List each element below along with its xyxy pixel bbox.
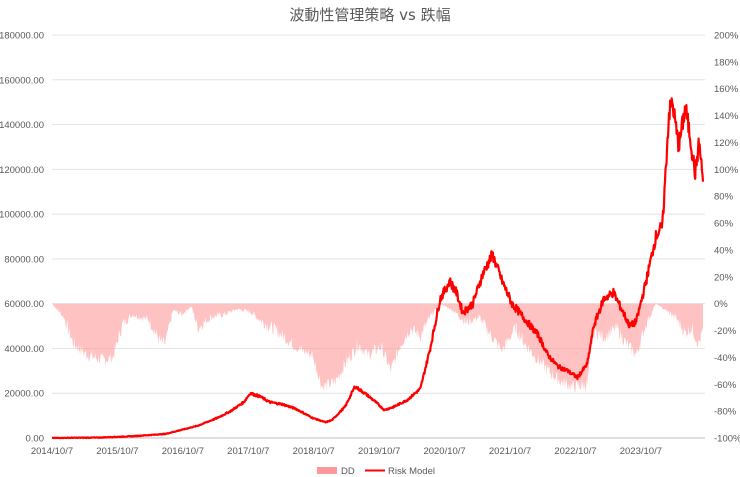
y-right-tick-label: 20% — [714, 272, 734, 283]
x-tick-label: 2014/10/7 — [31, 446, 73, 457]
x-axis: 2014/10/7 2015/10/7 2016/10/7 2017/10/7 2018… — [31, 446, 662, 457]
dd-area — [52, 303, 703, 393]
x-tick-label: 2018/10/7 — [293, 446, 335, 457]
x-tick-label: 2023/10/7 — [620, 446, 662, 457]
risk-model-series — [51, 97, 705, 440]
y-left-tick-label: 100000.00 — [0, 210, 44, 221]
y-right-tick-label: 100% — [714, 165, 739, 176]
y-right-tick-label: -40% — [714, 353, 737, 364]
x-tick-label: 2020/10/7 — [423, 446, 465, 457]
y-right-tick-label: 180% — [714, 57, 739, 68]
y-left-tick-label: 20000.00 — [4, 389, 44, 400]
y-left-tick-label: 160000.00 — [0, 75, 44, 86]
y-left-tick-label: 40000.00 — [4, 344, 44, 355]
y-right-axis: -100% -80% -60% -40% -20% 0% 20% 40% 60% 80% 100% 1… — [714, 31, 740, 445]
chart-title: 波動性管理策略 vs 跌幅 — [289, 6, 450, 24]
y-left-tick-label: 60000.00 — [4, 299, 44, 310]
y-right-tick-label: -20% — [714, 326, 737, 337]
y-right-tick-label: -80% — [714, 407, 737, 418]
y-left-tick-label: 120000.00 — [0, 165, 44, 176]
legend: DD Risk Model — [317, 466, 435, 477]
grid-lines — [52, 34, 705, 439]
x-tick-label: 2017/10/7 — [227, 446, 269, 457]
y-left-tick-label: 80000.00 — [4, 254, 44, 265]
x-tick-label: 2021/10/7 — [489, 446, 531, 457]
x-tick-label: 2015/10/7 — [96, 446, 138, 457]
legend-label-dd: DD — [341, 466, 355, 477]
y-left-tick-label: 140000.00 — [0, 120, 44, 131]
y-right-tick-label: 120% — [714, 138, 739, 149]
x-tick-label: 2019/10/7 — [358, 446, 400, 457]
y-right-tick-label: 60% — [714, 219, 734, 230]
y-left-tick-label: 180000.00 — [0, 31, 44, 42]
y-right-tick-label: 140% — [714, 111, 739, 122]
y-right-tick-label: -100% — [714, 434, 740, 445]
risk-model-line — [51, 97, 705, 440]
y-right-tick-label: 160% — [714, 84, 739, 95]
legend-swatch-dd — [317, 467, 337, 474]
y-right-tick-label: 40% — [714, 245, 734, 256]
y-left-tick-label: 0.00 — [26, 434, 45, 445]
y-right-tick-label: 80% — [714, 192, 734, 203]
y-right-tick-label: -60% — [714, 380, 737, 391]
legend-label-risk-model: Risk Model — [388, 466, 435, 477]
x-tick-label: 2022/10/7 — [554, 446, 596, 457]
y-right-tick-label: 200% — [714, 31, 739, 42]
dd-series — [52, 303, 703, 393]
y-right-tick-label: 0% — [714, 299, 728, 310]
y-left-axis: 0.00 20000.00 40000.00 60000.00 80000.00 1000… — [0, 31, 44, 445]
x-tick-label: 2016/10/7 — [162, 446, 204, 457]
